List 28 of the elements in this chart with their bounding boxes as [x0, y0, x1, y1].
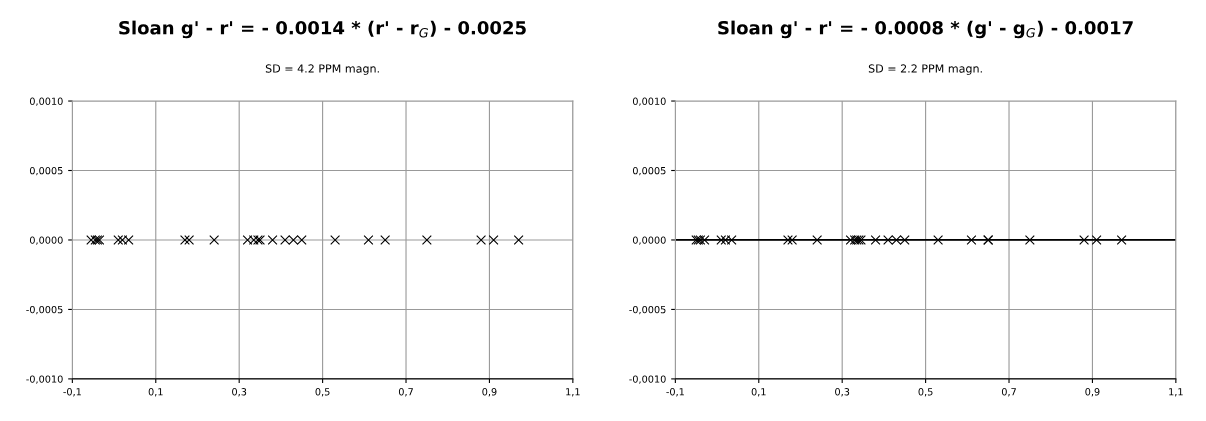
- x-tick-label: 0,7: [398, 388, 413, 397]
- y-tick-label: 0,0000: [632, 236, 666, 245]
- x-tick-label: 0,3: [232, 388, 247, 397]
- x-tick-label: 0,3: [835, 388, 850, 397]
- chart-title: Sloan g' - r' = - 0.0008 * (g' - g$_{G}$) - 0.0017: [718, 20, 1133, 39]
- x-tick-label: 0,7: [1001, 388, 1016, 397]
- y-tick-label: 0,0010: [632, 97, 666, 106]
- y-tick-label: 0,0000: [29, 236, 63, 245]
- x-tick-label: -0,1: [666, 388, 684, 397]
- x-tick-label: 0,5: [918, 388, 933, 397]
- y-tick-label: 0,0005: [29, 166, 63, 176]
- chart-title: Sloan g' - r' = - 0.0014 * (r' - r$_{G}$) - 0.0025: [119, 20, 526, 39]
- y-tick-label: -0,0005: [26, 305, 63, 315]
- y-tick-label: -0,0005: [629, 305, 666, 315]
- x-tick-label: 1,1: [566, 388, 580, 397]
- chart-subtitle: SD = 2.2 PPM magn.: [868, 64, 982, 75]
- x-tick-label: 1,1: [1169, 388, 1183, 397]
- x-tick-label: 0,1: [148, 388, 163, 397]
- x-tick-label: 0,5: [315, 388, 330, 397]
- y-tick-label: 0,0005: [632, 166, 666, 176]
- x-tick-label: 0,9: [482, 388, 497, 397]
- chart-subtitle: SD = 4.2 PPM magn.: [265, 64, 379, 75]
- y-tick-label: -0,0010: [26, 375, 63, 384]
- y-tick-label: -0,0010: [629, 375, 666, 384]
- x-tick-label: 0,9: [1085, 388, 1100, 397]
- y-tick-label: 0,0010: [29, 97, 63, 106]
- x-tick-label: 0,1: [751, 388, 766, 397]
- x-tick-label: -0,1: [63, 388, 81, 397]
